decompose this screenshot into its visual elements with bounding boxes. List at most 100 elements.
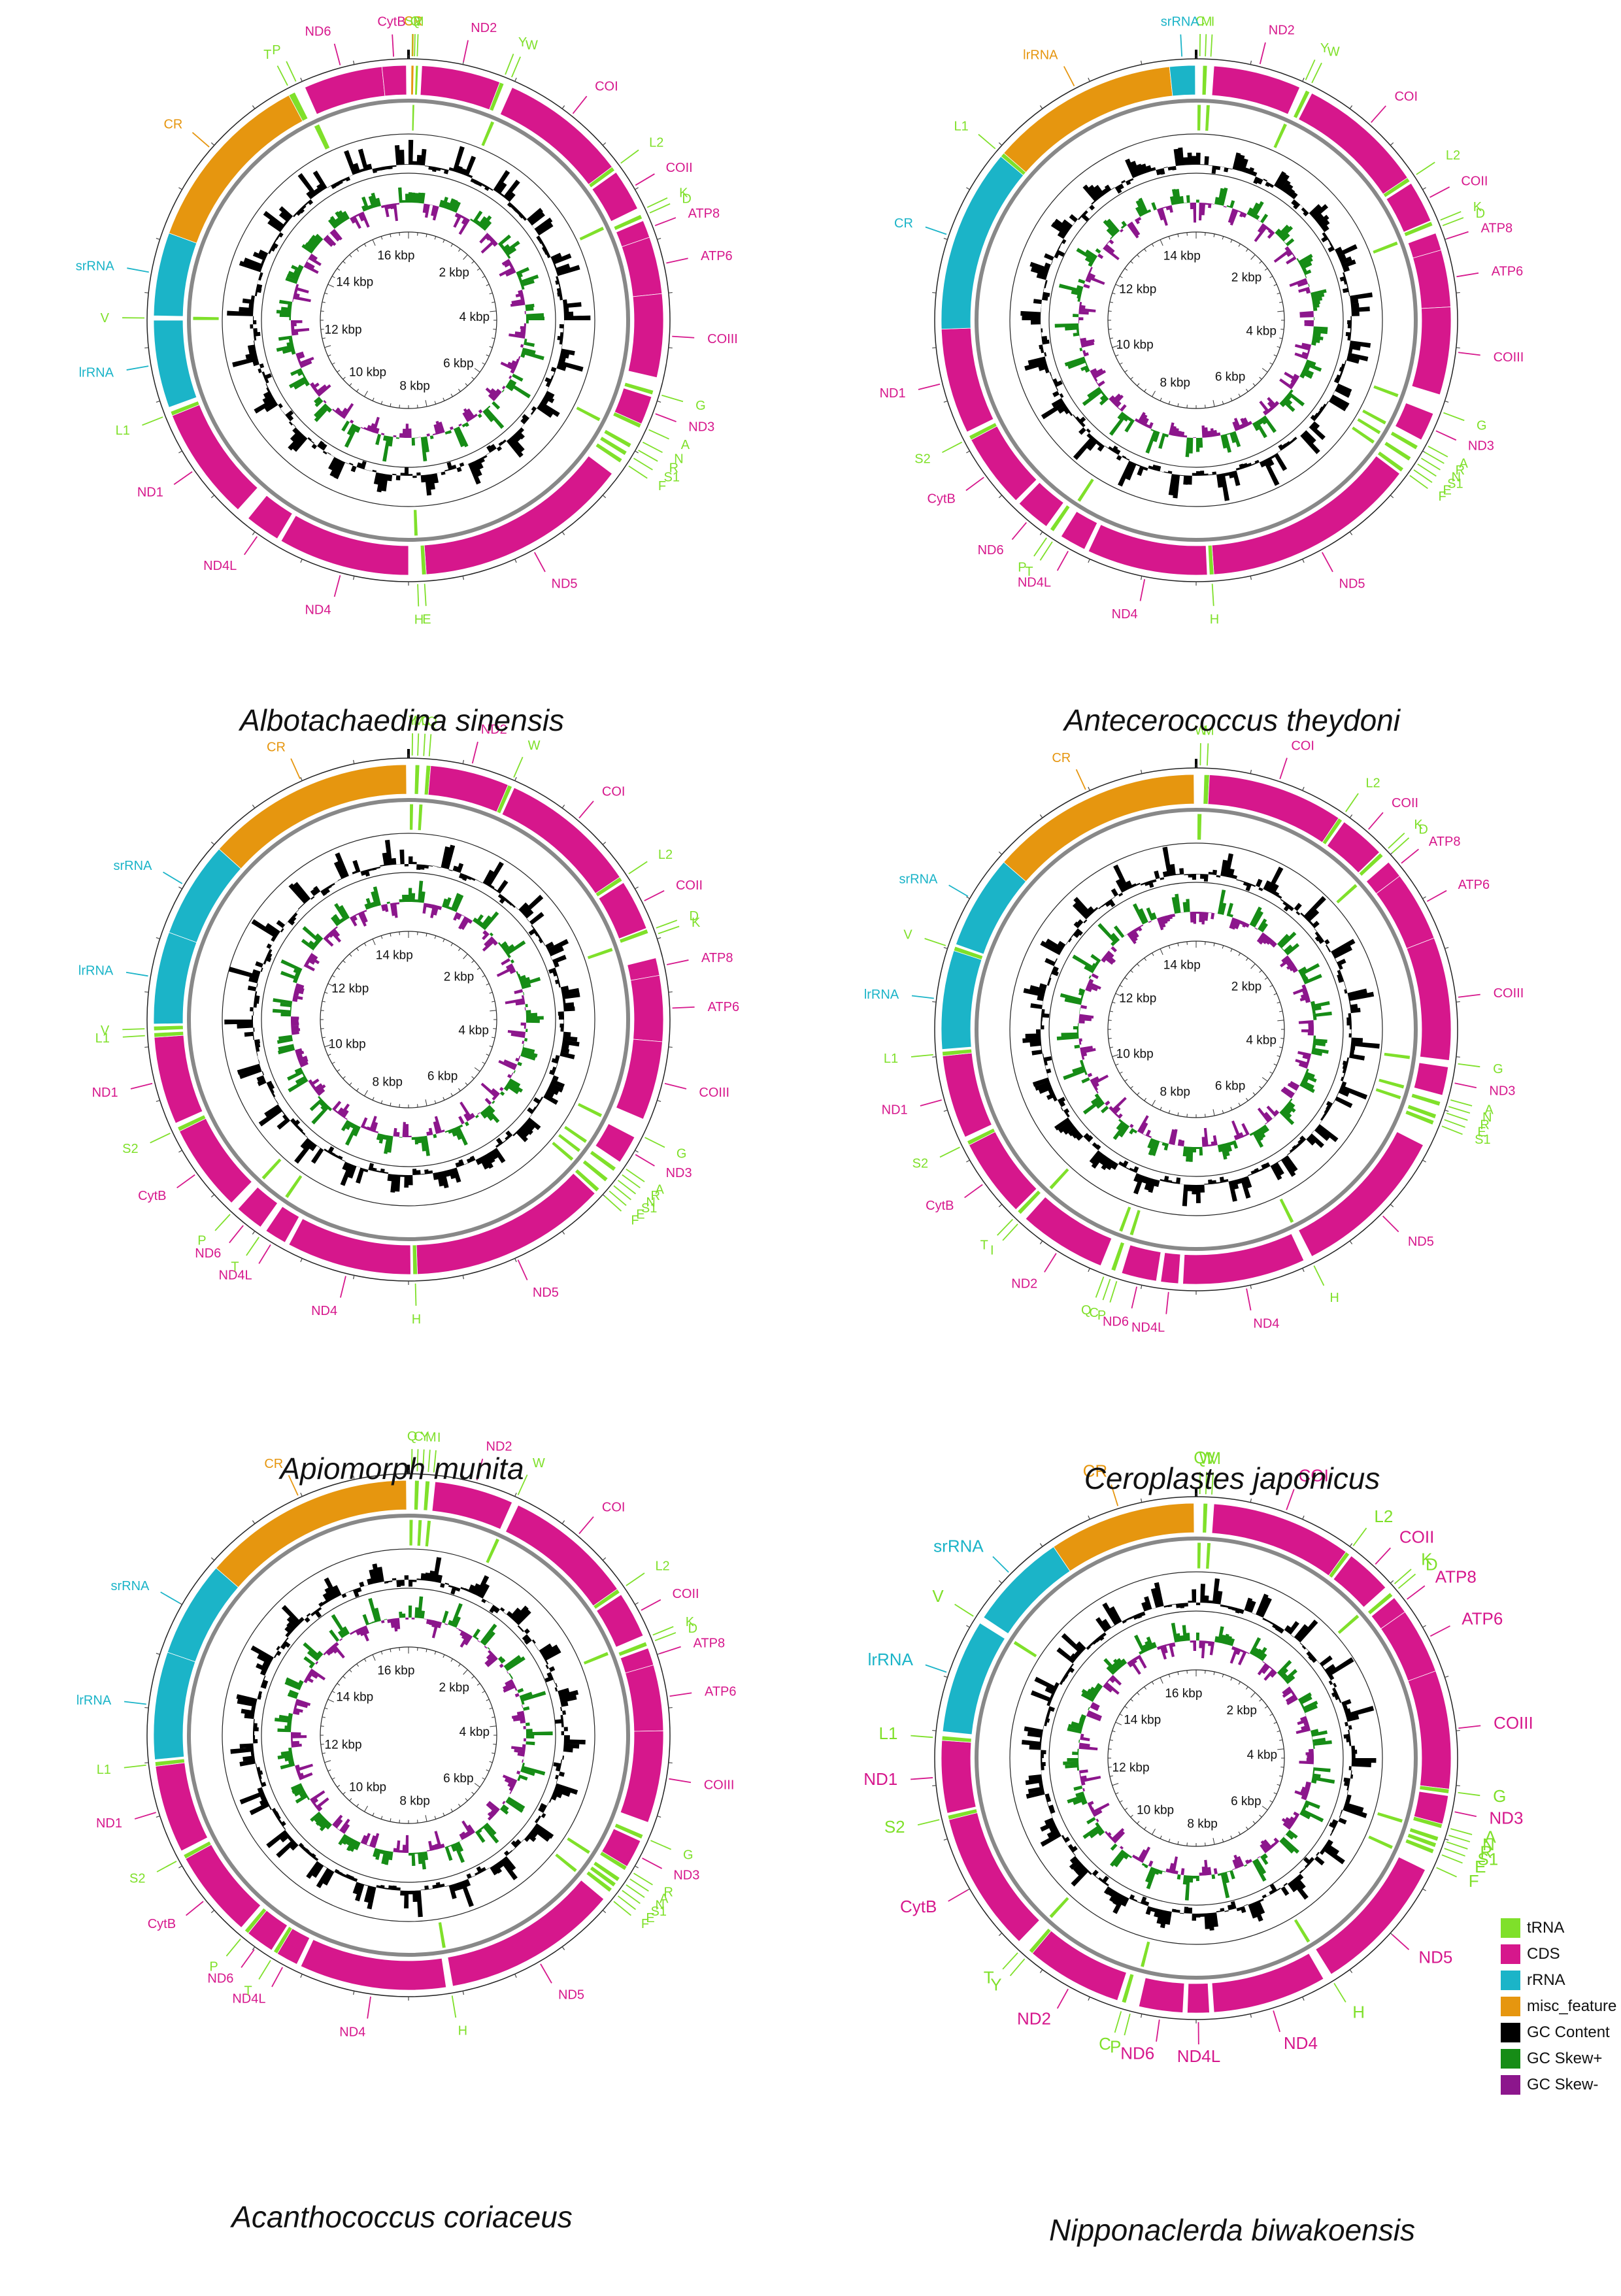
outer-tick bbox=[1445, 1839, 1448, 1840]
scale-tick bbox=[472, 377, 475, 379]
scale-tick bbox=[365, 391, 368, 397]
leader-line bbox=[452, 1995, 456, 2018]
outer-tick bbox=[1445, 948, 1448, 949]
scale-tick bbox=[1137, 384, 1139, 386]
scale-tick bbox=[1125, 1706, 1128, 1708]
feature-label-w: W bbox=[528, 739, 541, 753]
scale-tick bbox=[1160, 240, 1163, 246]
leader-line bbox=[645, 1137, 665, 1147]
scale-tick bbox=[1116, 1722, 1122, 1725]
scale-label: 10 kbp bbox=[349, 365, 386, 379]
scale-tick bbox=[1280, 329, 1284, 330]
scale-tick bbox=[1145, 389, 1146, 391]
scale-tick bbox=[1205, 405, 1206, 408]
scale-tick bbox=[321, 1726, 324, 1727]
feature-label-atp8: ATP8 bbox=[688, 207, 720, 221]
scale-tick bbox=[1239, 244, 1241, 246]
feature-label-cr: CR bbox=[1052, 751, 1071, 765]
outer-tick bbox=[156, 401, 160, 403]
feature-label-l2: L2 bbox=[1446, 148, 1460, 163]
leader-line bbox=[1306, 59, 1315, 80]
scale-tick bbox=[350, 1670, 352, 1672]
scale-label: 6 kbp bbox=[443, 1772, 473, 1786]
scale-tick bbox=[443, 1813, 444, 1816]
leader-line bbox=[259, 1244, 271, 1263]
scale-tick bbox=[1187, 1671, 1188, 1674]
scale-label: 14 kbp bbox=[1124, 1713, 1161, 1727]
scale-tick bbox=[1274, 355, 1277, 356]
outer-tick bbox=[1141, 1499, 1142, 1503]
feature-nd6 bbox=[305, 67, 385, 114]
feature-label-p: P bbox=[1110, 2037, 1121, 2056]
feature-label-f: F bbox=[641, 1917, 649, 1931]
scale-tick bbox=[1145, 1098, 1146, 1101]
outer-tick bbox=[178, 451, 182, 453]
outer-ring bbox=[935, 768, 1458, 1291]
leader-line bbox=[1141, 579, 1145, 601]
legend-swatch bbox=[1501, 2075, 1520, 2095]
outer-tick bbox=[515, 1974, 516, 1977]
leader-line bbox=[123, 1036, 145, 1037]
outer-tick bbox=[1390, 142, 1393, 145]
leader-line bbox=[965, 1184, 983, 1197]
outer-tick bbox=[999, 1933, 1001, 1936]
outer-tick bbox=[1422, 188, 1426, 190]
scale-tick bbox=[1116, 355, 1119, 356]
feature-label-f: F bbox=[1439, 490, 1446, 504]
leader-line bbox=[1369, 812, 1383, 829]
scale-tick bbox=[435, 1101, 436, 1104]
scale-tick bbox=[1145, 1687, 1146, 1689]
scale-tick bbox=[475, 368, 480, 372]
leader-line bbox=[993, 1557, 1009, 1572]
scale-tick bbox=[1213, 1109, 1214, 1116]
scale-tick bbox=[477, 1684, 480, 1686]
scale-tick bbox=[1239, 1832, 1241, 1835]
scale-tick bbox=[490, 1761, 493, 1763]
outer-tick bbox=[301, 1974, 302, 1977]
feature-c bbox=[418, 804, 423, 830]
feature-label-coi: COI bbox=[595, 80, 618, 94]
leader-line bbox=[926, 1665, 946, 1672]
feature-label-t: T bbox=[984, 1968, 994, 1988]
feature-nd4l bbox=[1187, 1984, 1209, 2013]
leader-line bbox=[949, 885, 968, 896]
feature-label-h: H bbox=[412, 1312, 421, 1327]
leader-line bbox=[621, 150, 639, 163]
scale-tick bbox=[1205, 1842, 1206, 1846]
leader-line bbox=[978, 135, 995, 149]
scale-tick bbox=[1125, 269, 1128, 271]
scale-tick bbox=[1125, 370, 1128, 372]
outer-ring bbox=[935, 59, 1458, 582]
outer-tick bbox=[1250, 2014, 1251, 2018]
scale-tick bbox=[328, 1054, 331, 1056]
caption-nipponaclerda-biwakoensis: Nipponaclerda biwakoensis bbox=[905, 2212, 1559, 2248]
scale-tick bbox=[1253, 1093, 1255, 1095]
scale-tick bbox=[1239, 1682, 1241, 1684]
scale-tick bbox=[1145, 958, 1146, 961]
outer-tick bbox=[1350, 1544, 1352, 1547]
feature-t bbox=[1049, 1897, 1069, 1918]
leader-line bbox=[1441, 212, 1461, 220]
feature-a bbox=[1379, 1078, 1405, 1089]
leader-line bbox=[1280, 758, 1287, 779]
scale-tick bbox=[325, 346, 331, 348]
leader-line bbox=[1003, 1953, 1018, 1969]
leader-line bbox=[1312, 63, 1322, 83]
outer-tick bbox=[1390, 495, 1393, 498]
leader-line bbox=[626, 1573, 644, 1586]
outer-tick bbox=[1040, 1544, 1043, 1547]
feature-label-nd1: ND1 bbox=[96, 1816, 122, 1831]
scale-tick bbox=[490, 346, 493, 348]
feature-label-nd6: ND6 bbox=[1120, 2044, 1154, 2063]
scale-tick bbox=[486, 1699, 490, 1701]
scale-tick bbox=[328, 1770, 331, 1771]
feature-label-cytb: CytB bbox=[377, 15, 405, 29]
scale-tick bbox=[490, 293, 493, 294]
gc-inner-ring bbox=[1049, 1611, 1343, 1905]
scale-label: 8 kbp bbox=[373, 1076, 403, 1090]
feature-coiii bbox=[616, 1039, 663, 1119]
outer-tick bbox=[1350, 532, 1352, 535]
feature-nd4l bbox=[1161, 1253, 1180, 1284]
leader-line bbox=[1442, 1126, 1463, 1134]
leader-line bbox=[1458, 1793, 1480, 1795]
